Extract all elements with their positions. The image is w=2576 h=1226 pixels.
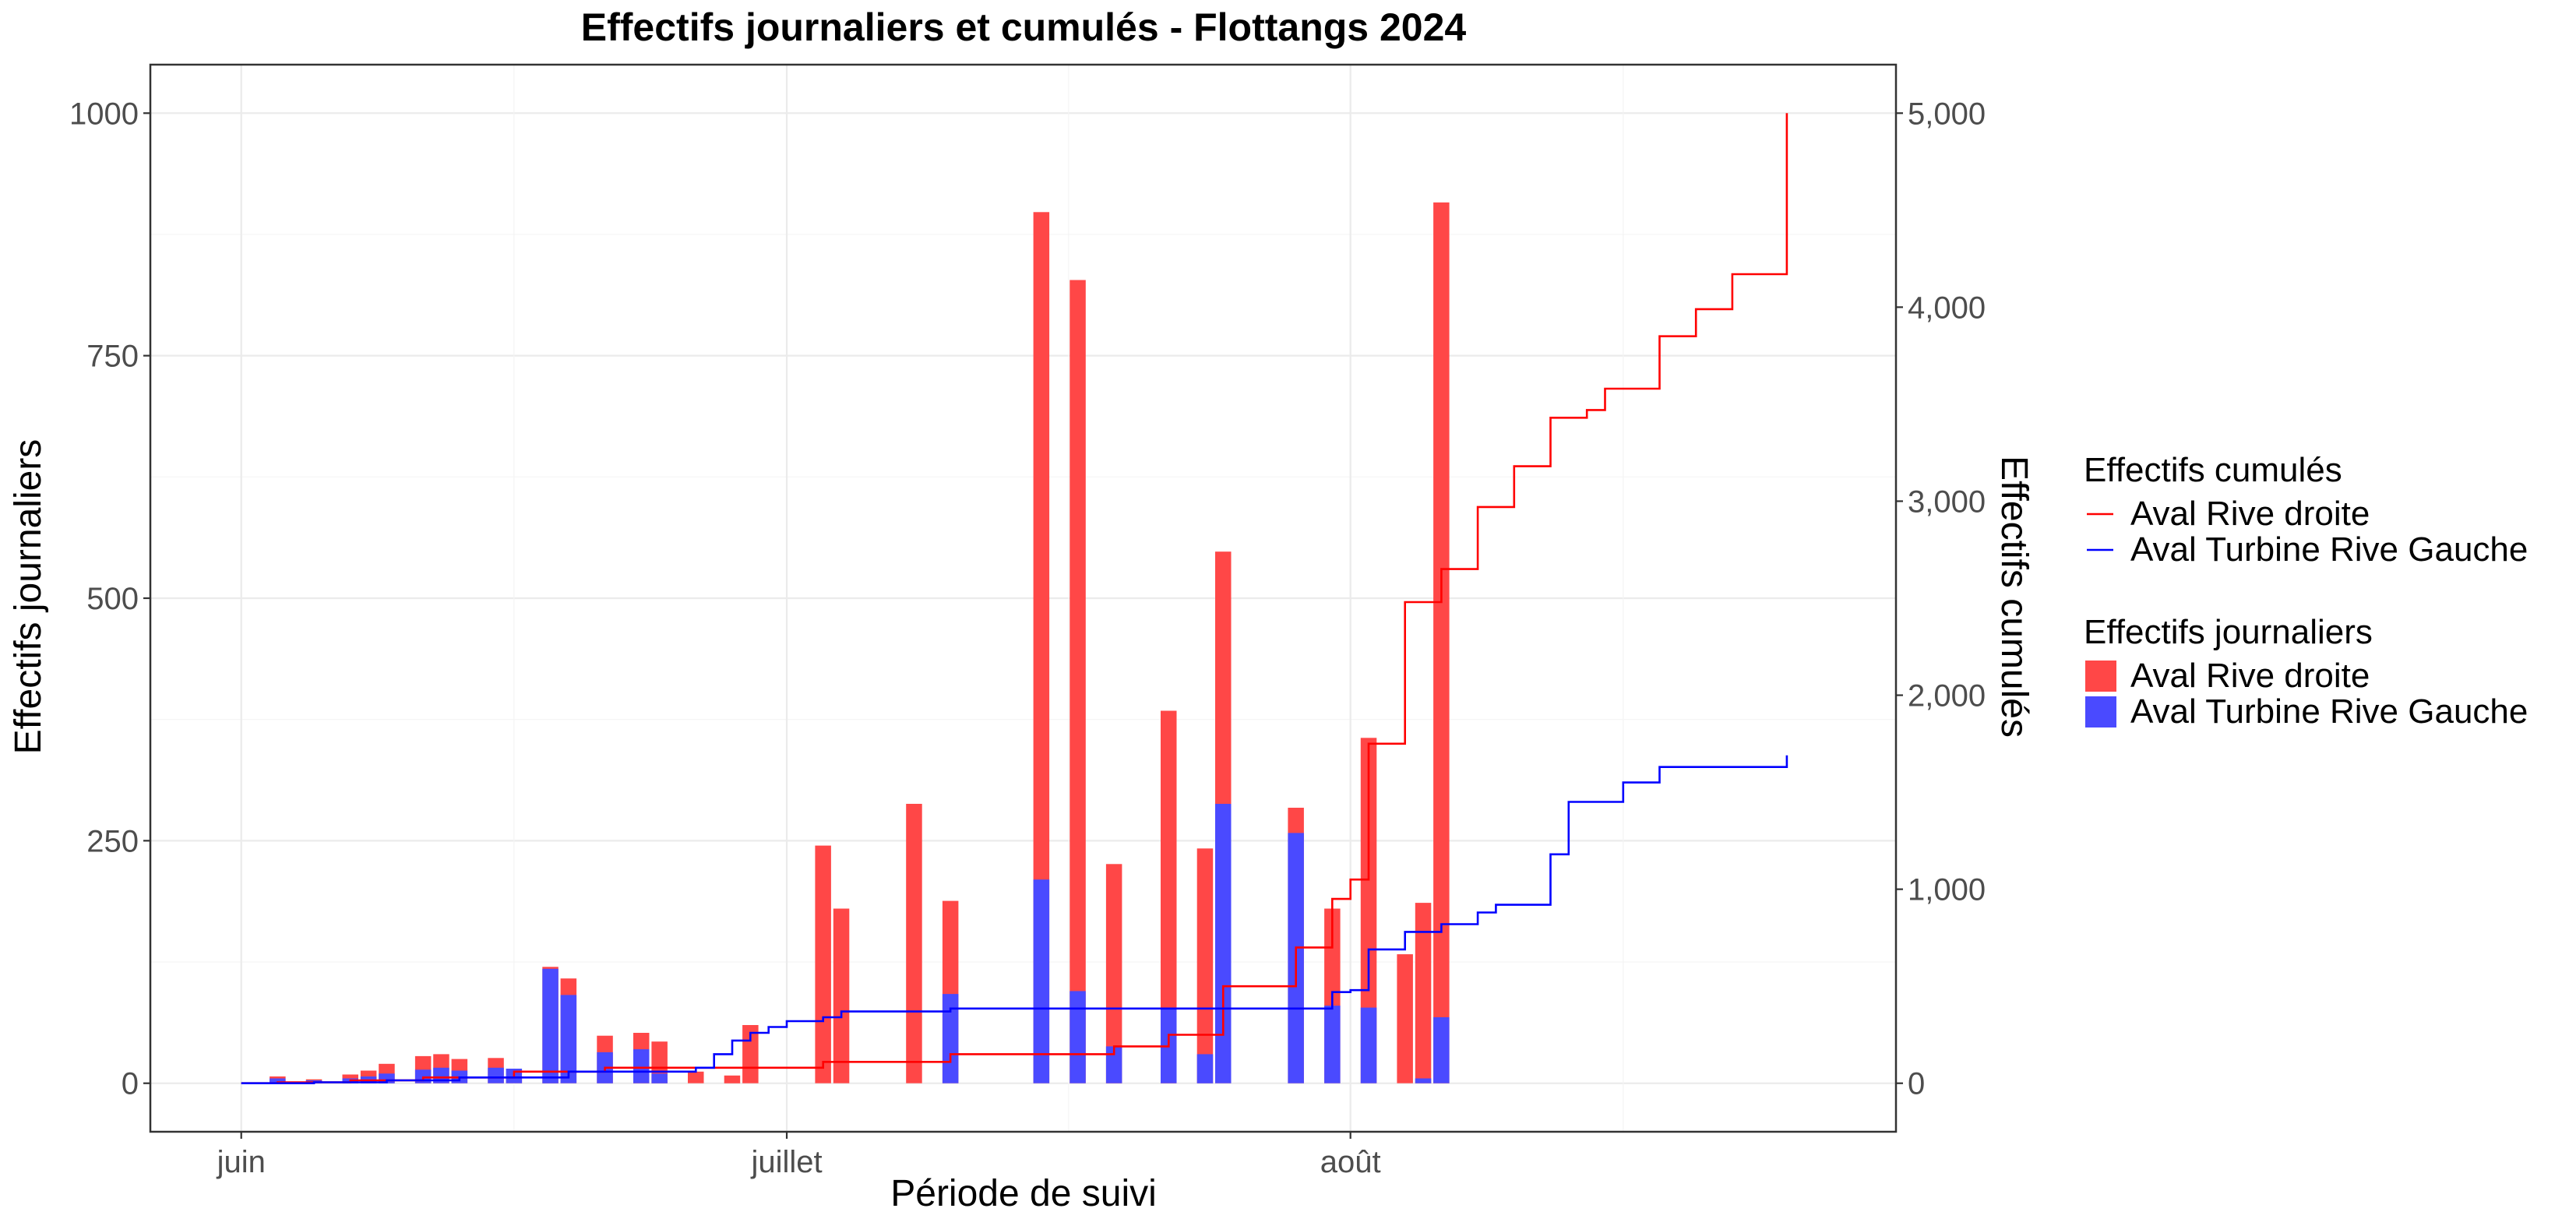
x-tick-label: août bbox=[1320, 1145, 1381, 1179]
bar-rive-droite bbox=[1105, 864, 1122, 1083]
bar-turbine-rive-gauche bbox=[1196, 1054, 1214, 1083]
grid-layer bbox=[150, 65, 1896, 1132]
bar-rive-droite bbox=[1196, 848, 1214, 1083]
bar-rive-droite bbox=[688, 1071, 704, 1083]
bar-rive-droite bbox=[833, 908, 850, 1083]
x-axis-title: Période de suivi bbox=[890, 1173, 1157, 1214]
bar-turbine-rive-gauche bbox=[1360, 1007, 1377, 1083]
bar-turbine-rive-gauche bbox=[1215, 804, 1232, 1083]
x-axis: juin juillet août bbox=[217, 1132, 1381, 1179]
chart-title: Effectifs journaliers et cumulés - Flott… bbox=[581, 5, 1467, 49]
x-tick-label: juin bbox=[217, 1145, 266, 1179]
cumulative-line-rive-droite bbox=[241, 113, 1788, 1084]
y-tick-label: 1000 bbox=[69, 97, 139, 131]
legend-key-box bbox=[2085, 661, 2116, 692]
bar-turbine-rive-gauche bbox=[1070, 991, 1086, 1083]
y-axis-right: 0 1,000 2,000 3,000 4,000 5,000 bbox=[1896, 97, 1986, 1101]
bar-turbine-rive-gauche bbox=[1105, 1046, 1122, 1083]
legend-label: Aval Turbine Rive Gauche bbox=[2130, 692, 2528, 731]
bar-rive-droite bbox=[815, 845, 831, 1083]
y-tick-label: 250 bbox=[86, 824, 139, 858]
y2-tick-label: 3,000 bbox=[1908, 484, 1986, 519]
y-tick-label: 0 bbox=[122, 1067, 139, 1101]
bar-turbine-rive-gauche bbox=[488, 1067, 504, 1083]
legend-label: Aval Turbine Rive Gauche bbox=[2130, 530, 2528, 569]
bars-layer bbox=[270, 202, 1450, 1083]
y-tick-label: 750 bbox=[86, 340, 139, 374]
bar-turbine-rive-gauche bbox=[651, 1073, 668, 1083]
y2-tick-label: 1,000 bbox=[1908, 873, 1986, 907]
bar-rive-droite bbox=[651, 1041, 668, 1083]
bar-turbine-rive-gauche bbox=[542, 968, 559, 1083]
bar-rive-droite bbox=[724, 1075, 741, 1083]
bar-turbine-rive-gauche bbox=[1324, 1006, 1341, 1083]
lines-layer bbox=[241, 113, 1788, 1084]
bar-turbine-rive-gauche bbox=[270, 1078, 286, 1083]
bar-rive-droite bbox=[1360, 738, 1377, 1083]
bar-rive-droite bbox=[1415, 903, 1432, 1083]
cumulative-line-turbine-rive-gauche bbox=[241, 755, 1788, 1084]
legend-title: Effectifs journaliers bbox=[2084, 613, 2373, 651]
bar-rive-droite bbox=[1433, 202, 1450, 1083]
bar-rive-droite bbox=[1070, 280, 1086, 1083]
plot-panel bbox=[149, 63, 1898, 1133]
legend-label: Aval Rive droite bbox=[2130, 657, 2370, 695]
x-tick-label: juillet bbox=[750, 1145, 822, 1179]
bar-turbine-rive-gauche bbox=[1033, 879, 1050, 1083]
y2-tick-label: 4,000 bbox=[1908, 291, 1986, 325]
y-axis-left: 0 250 500 750 1000 bbox=[69, 97, 150, 1101]
bar-rive-droite bbox=[1033, 212, 1050, 1083]
bar-rive-droite bbox=[906, 804, 922, 1083]
y2-tick-label: 5,000 bbox=[1908, 97, 1986, 131]
bar-rive-droite bbox=[1161, 710, 1177, 1083]
bar-turbine-rive-gauche bbox=[942, 994, 959, 1083]
bar-turbine-rive-gauche bbox=[633, 1049, 650, 1083]
legend-title: Effectifs cumulés bbox=[2084, 451, 2342, 489]
y-axis-right-title: Effectifs cumulés bbox=[1993, 456, 2035, 738]
bar-turbine-rive-gauche bbox=[560, 995, 577, 1083]
y-tick-label: 500 bbox=[86, 582, 139, 616]
bar-rive-droite bbox=[1397, 954, 1413, 1083]
bar-turbine-rive-gauche bbox=[1415, 1078, 1432, 1083]
y2-tick-label: 0 bbox=[1908, 1067, 1925, 1101]
y-axis-left-title: Effectifs journaliers bbox=[8, 439, 49, 755]
bar-turbine-rive-gauche bbox=[1433, 1017, 1450, 1083]
legend-label: Aval Rive droite bbox=[2130, 495, 2370, 533]
y2-tick-label: 2,000 bbox=[1908, 679, 1986, 713]
legend-key-box bbox=[2085, 696, 2116, 727]
